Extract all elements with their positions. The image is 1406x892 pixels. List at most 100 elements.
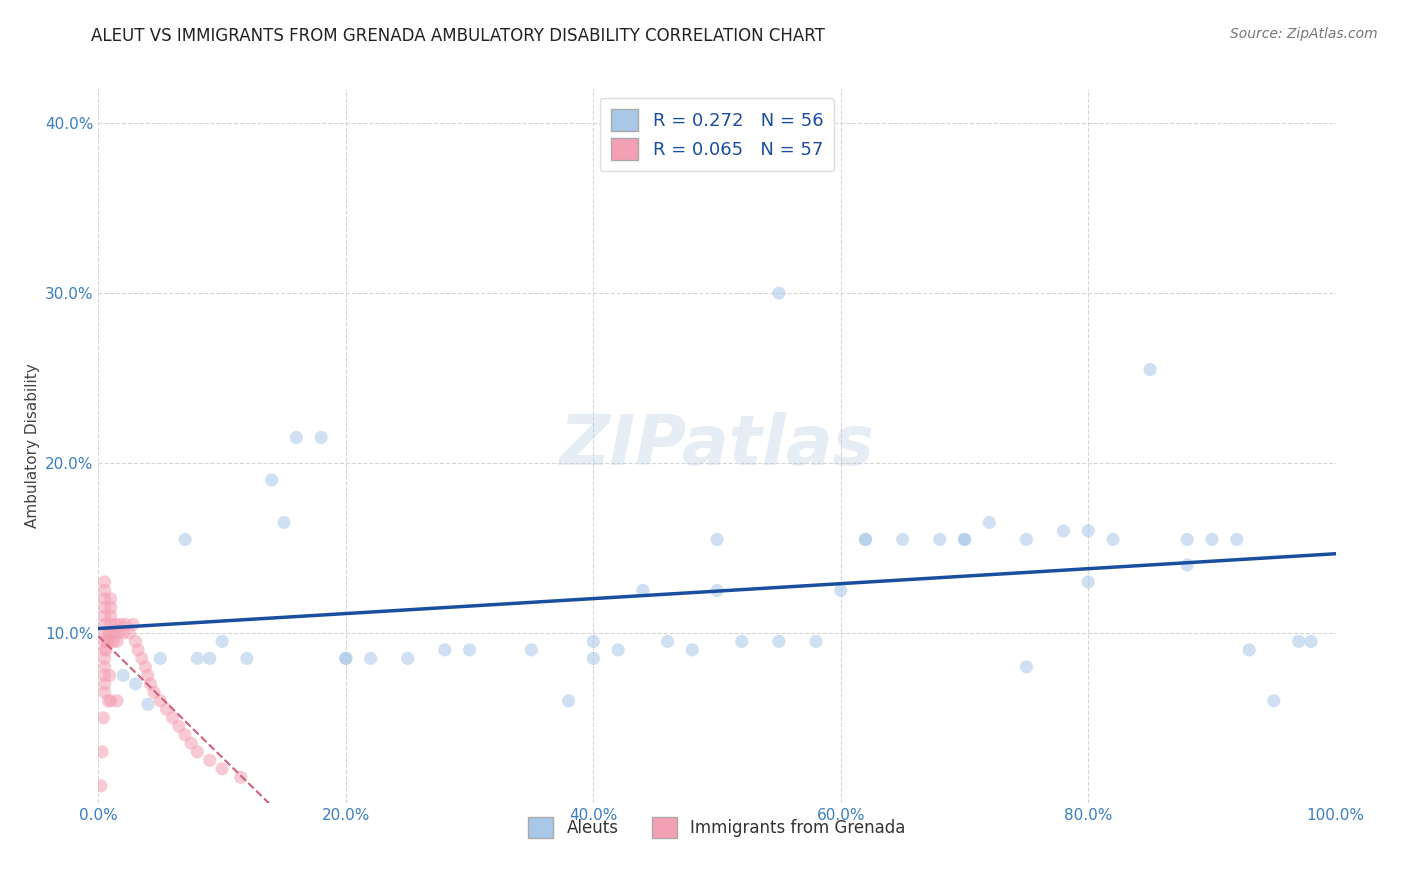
Point [100, 694, 122, 708]
Point [136, 698, 159, 712]
Point [1077, 574, 1099, 589]
Point [1201, 533, 1223, 547]
Point [105, 634, 128, 648]
Point [706, 533, 728, 547]
Point [198, 651, 221, 665]
Point [520, 643, 543, 657]
Point [211, 762, 233, 776]
Point [98, 668, 121, 682]
Point [93, 668, 115, 682]
Point [98, 634, 121, 648]
Point [557, 694, 579, 708]
Legend: Aleuts, Immigrants from Grenada: Aleuts, Immigrants from Grenada [522, 811, 912, 845]
Point [93, 660, 115, 674]
Point [1015, 660, 1038, 674]
Point [211, 634, 233, 648]
Point [891, 533, 914, 547]
Point [93, 711, 115, 725]
Point [855, 533, 877, 547]
Point [124, 677, 146, 691]
Point [953, 533, 976, 547]
Point [103, 626, 125, 640]
Point [107, 626, 129, 640]
Point [124, 634, 146, 648]
Point [953, 533, 976, 547]
Point [167, 719, 190, 733]
Point [1139, 362, 1161, 376]
Point [1052, 524, 1074, 538]
Point [149, 651, 172, 665]
Point [149, 694, 172, 708]
Point [1015, 533, 1038, 547]
Point [93, 583, 115, 598]
Point [174, 533, 197, 547]
Point [335, 651, 357, 665]
Point [804, 634, 827, 648]
Point [143, 685, 166, 699]
Point [93, 643, 115, 657]
Point [93, 634, 115, 648]
Point [979, 516, 1001, 530]
Text: ALEUT VS IMMIGRANTS FROM GRENADA AMBULATORY DISABILITY CORRELATION CHART: ALEUT VS IMMIGRANTS FROM GRENADA AMBULAT… [91, 27, 825, 45]
Point [100, 626, 122, 640]
Point [93, 677, 115, 691]
Point [681, 643, 703, 657]
Point [631, 583, 654, 598]
Point [309, 430, 332, 444]
Point [97, 626, 120, 640]
Point [100, 591, 122, 606]
Point [433, 643, 456, 657]
Point [93, 626, 115, 640]
Point [136, 668, 159, 682]
Point [131, 651, 153, 665]
Point [180, 736, 202, 750]
Point [104, 617, 127, 632]
Point [100, 600, 122, 615]
Point [97, 694, 120, 708]
Text: Source: ZipAtlas.com: Source: ZipAtlas.com [1230, 27, 1378, 41]
Point [1299, 634, 1322, 648]
Point [1077, 524, 1099, 538]
Point [118, 626, 141, 640]
Point [103, 634, 125, 648]
Point [360, 651, 382, 665]
Point [706, 583, 728, 598]
Point [93, 591, 115, 606]
Point [768, 634, 790, 648]
Point [100, 608, 122, 623]
Point [93, 617, 115, 632]
Point [105, 694, 128, 708]
Point [657, 634, 679, 648]
Point [93, 608, 115, 623]
Point [396, 651, 419, 665]
Point [582, 651, 605, 665]
Point [174, 728, 197, 742]
Point [186, 651, 208, 665]
Point [1102, 533, 1125, 547]
Point [1288, 634, 1310, 648]
Text: ZIPatlas: ZIPatlas [560, 412, 875, 480]
Point [1175, 558, 1198, 572]
Point [1237, 643, 1260, 657]
Point [731, 634, 754, 648]
Point [458, 643, 481, 657]
Point [1263, 694, 1285, 708]
Point [162, 711, 184, 725]
Point [928, 533, 950, 547]
Point [100, 617, 122, 632]
Point [830, 583, 852, 598]
Point [110, 617, 132, 632]
Point [93, 685, 115, 699]
Point [260, 473, 283, 487]
Point [236, 651, 259, 665]
Point [93, 574, 115, 589]
Point [186, 745, 208, 759]
Point [112, 668, 135, 682]
Point [1226, 533, 1249, 547]
Point [198, 753, 221, 767]
Point [127, 643, 149, 657]
Point [335, 651, 357, 665]
Y-axis label: Ambulatory Disability: Ambulatory Disability [24, 364, 39, 528]
Point [139, 677, 162, 691]
Point [285, 430, 308, 444]
